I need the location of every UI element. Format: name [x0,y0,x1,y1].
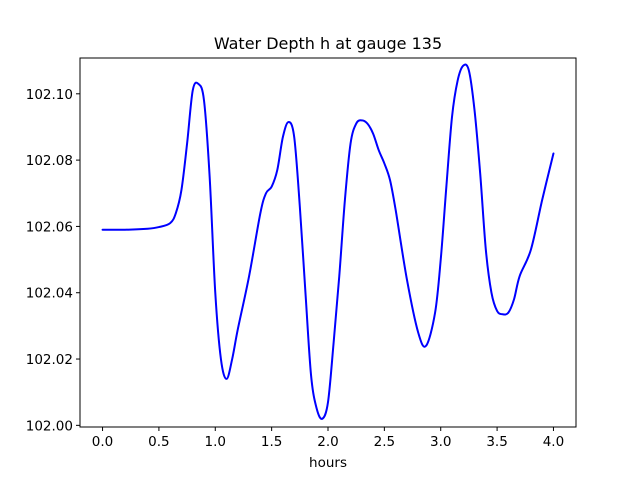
x-tick-label: 0.0 [92,434,113,450]
y-tick-label: 102.00 [26,418,73,434]
chart-title: Water Depth h at gauge 135 [214,34,442,53]
x-tick-label: 3.0 [430,434,451,450]
x-tick-label: 1.0 [205,434,226,450]
y-tick-label: 102.08 [26,153,73,169]
plot-area [101,63,555,420]
x-tick-label: 1.5 [261,434,282,450]
x-axis-label: hours [309,455,347,471]
y-tick-label: 102.10 [26,87,73,103]
x-tick-label: 0.5 [148,434,169,450]
x-tick-label: 4.0 [543,434,564,450]
y-tick-label: 102.06 [26,219,73,235]
y-tick-label: 102.04 [26,286,73,302]
axes: 0.0 0.5 1.0 1.5 2.0 2.5 3.0 3.5 4.0 102.00 102.02 1… [26,57,577,450]
x-tick-label: 2.5 [374,434,395,450]
x-tick-label: 3.5 [486,434,507,450]
series-line-0 [101,63,555,420]
x-tick-label: 2.0 [317,434,338,450]
y-tick-label: 102.02 [26,352,73,368]
